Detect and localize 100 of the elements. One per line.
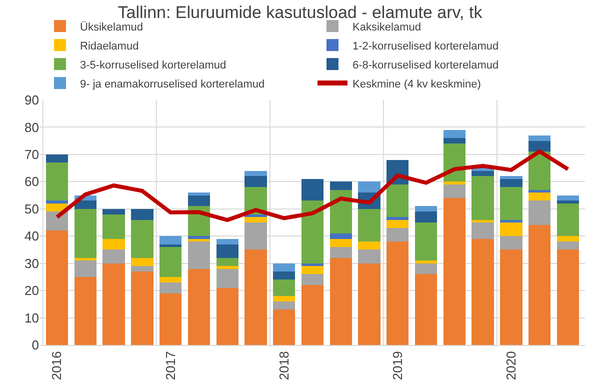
bar — [188, 236, 210, 239]
bar — [131, 266, 154, 272]
bar — [556, 250, 580, 345]
bar — [528, 192, 551, 201]
bar — [273, 310, 296, 345]
bar — [74, 200, 96, 209]
x-tick-label: 2018 — [276, 351, 292, 380]
bar — [386, 220, 409, 228]
x-tick-label: 2020 — [503, 351, 518, 380]
bar — [273, 296, 296, 302]
bar — [386, 184, 409, 218]
bar — [131, 272, 154, 345]
bar — [244, 222, 267, 250]
bar — [414, 260, 438, 264]
legend-label: Kaksikelamud — [352, 21, 421, 34]
bar — [244, 250, 267, 345]
bar — [500, 220, 522, 222]
y-tick-label: 0 — [32, 338, 39, 353]
bar — [358, 263, 380, 345]
bar — [414, 206, 438, 212]
bar — [74, 258, 96, 261]
x-tick-label: 2019 — [390, 351, 405, 380]
bar — [500, 236, 522, 250]
bar — [216, 288, 238, 345]
bar — [556, 203, 580, 236]
bar — [102, 214, 125, 239]
bar — [556, 236, 580, 242]
bar — [500, 178, 522, 188]
bar — [330, 233, 352, 239]
bar — [472, 220, 494, 222]
bar — [46, 162, 68, 201]
bar — [301, 266, 324, 274]
bar — [244, 170, 267, 176]
y-tick-label: 90 — [24, 92, 39, 108]
bar — [528, 140, 551, 152]
bar — [443, 138, 466, 144]
bar — [46, 200, 68, 204]
line-series — [55, 149, 570, 222]
bar — [301, 274, 324, 286]
bar — [528, 135, 551, 141]
bar — [46, 230, 68, 345]
bar — [301, 285, 324, 345]
bar — [443, 182, 466, 184]
bar — [188, 268, 210, 345]
y-tick-label: 40 — [24, 228, 39, 244]
bar — [556, 200, 580, 204]
bar — [556, 195, 580, 201]
bar — [102, 263, 125, 345]
bar — [330, 182, 352, 190]
bar — [330, 247, 352, 258]
bar — [273, 301, 296, 310]
bar — [301, 200, 324, 264]
bar — [500, 250, 522, 345]
bar — [46, 212, 68, 231]
legend-label: 6-8-korruselised korterelamud — [352, 59, 499, 72]
bar — [160, 276, 182, 282]
bar — [46, 154, 68, 163]
bar — [74, 276, 96, 345]
bar — [74, 260, 96, 277]
bar — [160, 244, 182, 247]
bar — [386, 228, 409, 242]
bar — [216, 268, 238, 288]
bar — [472, 222, 494, 239]
bar — [330, 258, 352, 345]
bar — [301, 263, 324, 266]
bar — [131, 208, 154, 220]
bar — [414, 274, 438, 345]
bar — [386, 217, 409, 220]
bar — [102, 208, 125, 214]
bar — [273, 263, 296, 272]
chart-title: Tallinn: Eluruumide kasutusload - elamute arv, tk — [118, 2, 483, 22]
bar — [160, 247, 182, 277]
x-tick-label: 2016 — [49, 351, 64, 380]
y-tick-label: 30 — [24, 256, 39, 271]
y-tick-label: 70 — [24, 146, 39, 162]
y-tick-label: 20 — [24, 283, 39, 298]
x-tick-label: 2017 — [162, 351, 178, 380]
bar — [216, 238, 238, 244]
bar — [74, 208, 96, 258]
bar — [443, 130, 466, 138]
legend-label: 3-5-korruselised korterelamud — [80, 59, 226, 72]
bar — [188, 238, 210, 242]
legend-label: Ridaelamud — [80, 40, 139, 52]
bar — [244, 176, 267, 188]
y-tick-label: 60 — [24, 174, 39, 190]
bar — [160, 236, 182, 244]
y-tick-label: 80 — [24, 120, 39, 135]
bar — [500, 222, 522, 236]
bar — [330, 238, 352, 247]
bar — [188, 192, 210, 196]
bar — [188, 195, 210, 206]
bar — [414, 212, 438, 222]
bar — [414, 263, 438, 274]
y-tick-label: 10 — [24, 310, 39, 326]
bar — [160, 282, 182, 294]
bar — [358, 182, 380, 193]
bar — [160, 293, 182, 345]
bar — [131, 220, 154, 258]
bar — [216, 244, 238, 258]
legend-label: 1-2-korruselised korterelamud — [352, 40, 499, 52]
